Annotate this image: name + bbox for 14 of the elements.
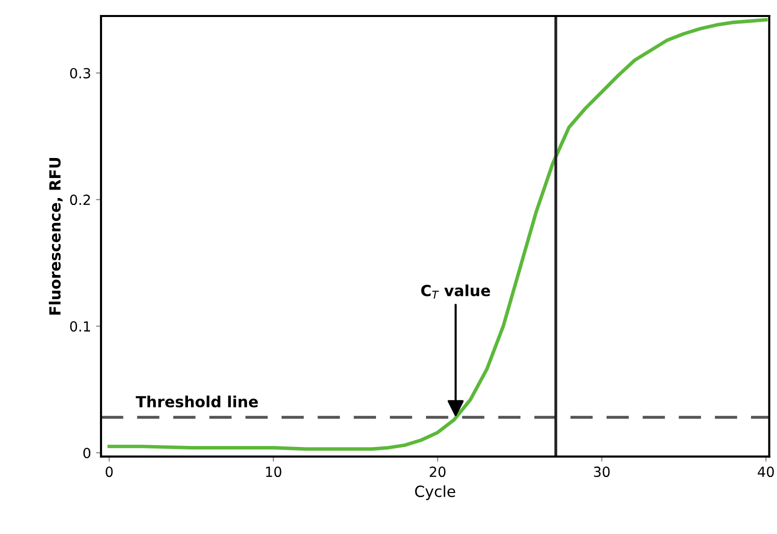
x-tick-label: 30 [594, 466, 610, 478]
x-tick-label: 10 [266, 466, 282, 478]
annotation: C$_{T}$ value [421, 284, 490, 299]
y-axis-title: Fluorescence, RFU [48, 158, 63, 315]
line-series [107, 18, 768, 451]
y-tick-label: 0 [83, 448, 90, 458]
y-tick-label: 0.2 [70, 194, 90, 206]
x-axis-title: Cycle [415, 485, 456, 500]
x-tick-label: 20 [430, 466, 446, 478]
ref-line-label: Threshold line [136, 396, 258, 408]
y-tick-label: 0.3 [70, 68, 90, 78]
x-tick-label: 0 [106, 466, 113, 478]
x-tick-label: 40 [758, 466, 774, 478]
y-tick-label: 0.1 [70, 321, 90, 332]
